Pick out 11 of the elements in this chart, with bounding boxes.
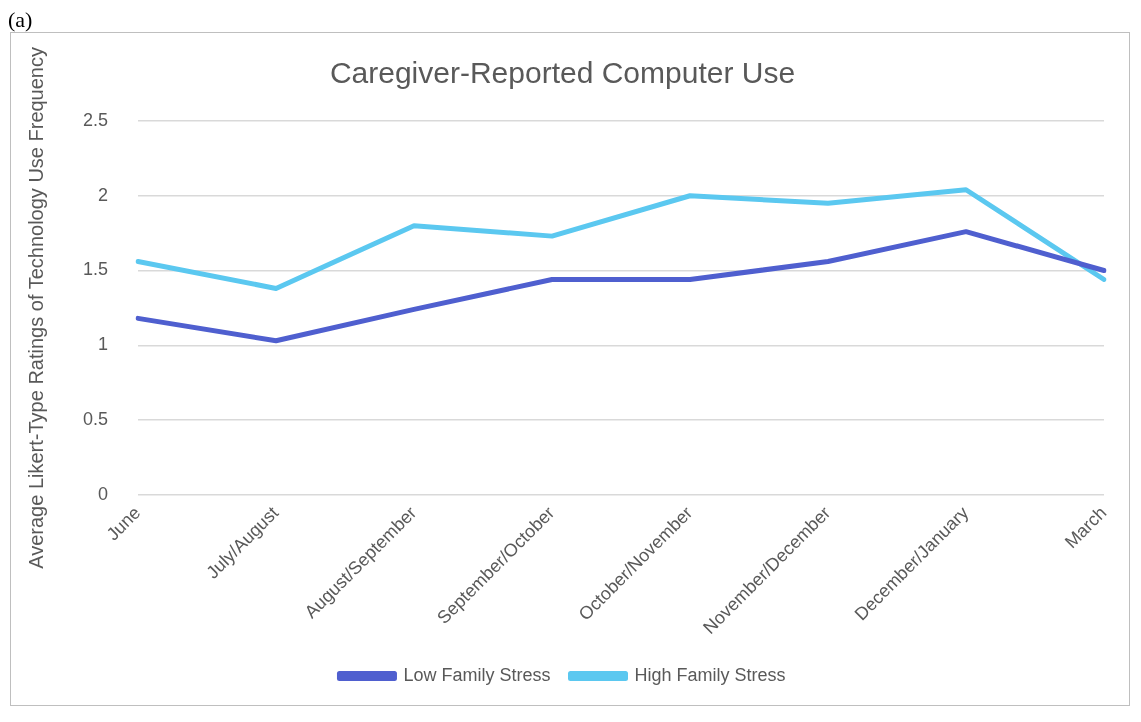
y-tick-label: 1.5 bbox=[82, 259, 109, 280]
y-axis-title: Average Likert-Type Ratings of Technology Use Frequency bbox=[24, 46, 47, 569]
y-tick-label: 2 bbox=[98, 184, 109, 205]
legend-label: High Family Stress bbox=[634, 664, 786, 685]
y-tick-label: 1 bbox=[98, 334, 109, 355]
y-tick-label: 0.5 bbox=[82, 408, 109, 429]
chart-title: Caregiver-Reported Computer Use bbox=[329, 56, 796, 90]
y-tick-label: 0 bbox=[98, 483, 109, 504]
text: (a) bbox=[8, 7, 34, 32]
y-tick-label: 2.5 bbox=[82, 109, 109, 130]
legend-label: Low Family Stress bbox=[403, 664, 551, 685]
